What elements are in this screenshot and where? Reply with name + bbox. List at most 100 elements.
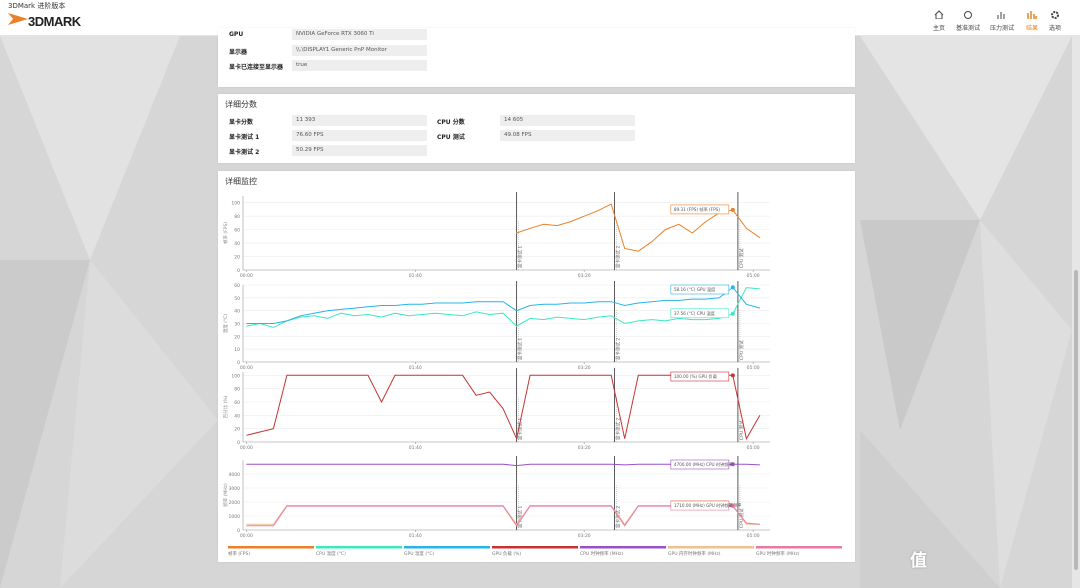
nav-label: 结果 xyxy=(1025,25,1038,32)
score-value: 14 605 xyxy=(500,115,635,126)
tooltip: 100.00 (%) GPU 负载 xyxy=(670,371,730,382)
test-marker-label: CPU 测试 xyxy=(738,420,745,440)
y-tick-label: 1000 xyxy=(229,514,241,520)
test-marker-label: 显卡测试 1 xyxy=(517,246,524,268)
score-value: 49.08 FPS xyxy=(500,130,635,141)
tooltip-text: 4700.00 (MHz) CPU 时钟频率 xyxy=(674,461,733,468)
info-value: true xyxy=(292,60,427,71)
y-tick-label: 80 xyxy=(234,214,240,220)
tooltip: 89.31 (FPS) 帧率 (FPS) xyxy=(670,204,730,215)
nav-stress[interactable]: 压力测试 xyxy=(987,10,1017,32)
x-tick-label: 00:00 xyxy=(240,533,253,539)
nav-results[interactable]: 结果 xyxy=(1017,10,1047,32)
tooltip: 1710.00 (MHz) GPU 时钟频率 xyxy=(670,500,733,511)
y-tick-label: 50 xyxy=(234,296,240,302)
legend-label: 帧率 (FPS) xyxy=(228,550,250,557)
tooltip-dot xyxy=(730,207,735,212)
y-tick-label: 0 xyxy=(237,528,240,534)
tooltip-box xyxy=(670,204,730,215)
legend-label: GPU 内存时钟频率 (MHz) xyxy=(668,550,721,557)
y-tick-label: 2000 xyxy=(229,500,241,506)
legend-label: GPU 时钟频率 (MHz) xyxy=(756,550,800,557)
nav-label: 压力测试 xyxy=(989,25,1014,32)
watermark: 值 xyxy=(910,551,927,571)
tooltip-text: 1710.00 (MHz) GPU 时钟频率 xyxy=(674,502,733,509)
scrollbar-thumb[interactable] xyxy=(1074,270,1078,570)
legend-swatch xyxy=(580,546,666,549)
test-marker-label: 显卡测试 1 xyxy=(517,338,524,360)
info-label: GPU xyxy=(229,31,244,38)
scores-card: 详细分数 显卡分数 11 393 CPU 分数 14 605 显卡测试 1 76… xyxy=(218,94,855,163)
section-title: 详细分数 xyxy=(225,100,257,109)
nav-label: 主页 xyxy=(932,25,945,32)
tooltip: 4700.00 (MHz) CPU 时钟频率 xyxy=(670,459,733,470)
y-tick-label: 0 xyxy=(237,360,240,366)
nav-benchmarks[interactable]: 基准测试 xyxy=(953,10,983,32)
y-tick-label: 40 xyxy=(234,309,240,315)
tooltip-text: 37.56 (°C) CPU 温度 xyxy=(674,310,716,317)
tooltip-text: 100.00 (%) GPU 负载 xyxy=(674,373,718,380)
nav-label: 基准测试 xyxy=(955,25,980,32)
x-tick-label: 03:20 xyxy=(578,365,591,371)
nav-options[interactable]: 选项 xyxy=(1040,10,1070,32)
y-tick-label: 100 xyxy=(231,201,240,207)
y-axis-label: 帧率 (FPS) xyxy=(222,222,229,244)
legend-swatch xyxy=(316,546,402,549)
tooltip-box xyxy=(670,371,730,382)
y-tick-label: 30 xyxy=(234,322,240,328)
info-value: \\.\DISPLAY1 Generic PnP Monitor xyxy=(292,45,427,56)
tooltip-box xyxy=(670,284,730,295)
y-tick-label: 40 xyxy=(234,413,240,419)
y-axis-label: 温度 (°C) xyxy=(222,314,229,334)
x-tick-label: 01:40 xyxy=(409,445,422,451)
y-axis-label: 百分比 (%) xyxy=(222,395,229,418)
system-info-card: GPU NVIDIA GeForce RTX 3060 Ti 显示器 \\.\D… xyxy=(218,28,855,87)
tooltip-dot xyxy=(730,285,735,290)
y-axis-label: 频率 (MHz) xyxy=(222,483,229,507)
y-tick-label: 60 xyxy=(234,228,240,234)
legend-label: GPU 负载 (%) xyxy=(492,550,521,557)
score-value: 50.29 FPS xyxy=(292,145,427,156)
x-tick-label: 05:00 xyxy=(747,273,760,279)
legend-swatch xyxy=(228,546,314,549)
tooltip-dot xyxy=(730,504,735,509)
y-tick-label: 100 xyxy=(231,373,240,379)
y-tick-label: 0 xyxy=(237,268,240,274)
x-tick-label: 03:20 xyxy=(578,445,591,451)
legend-label: CPU 时钟频率 (MHz) xyxy=(580,550,623,557)
x-tick-label: 05:00 xyxy=(747,533,760,539)
tooltip-box xyxy=(670,308,730,319)
x-tick-label: 00:00 xyxy=(240,445,253,451)
y-tick-label: 4000 xyxy=(229,472,241,478)
x-tick-label: 03:20 xyxy=(578,273,591,279)
score-label: 显卡分数 xyxy=(229,119,254,126)
legend-swatch xyxy=(756,546,842,549)
nav-home[interactable]: 主页 xyxy=(924,10,954,32)
x-tick-label: 01:40 xyxy=(409,365,422,371)
x-tick-label: 05:00 xyxy=(747,445,760,451)
score-value: 11 393 xyxy=(292,115,427,126)
logo-icon xyxy=(8,13,28,25)
tooltip: 37.56 (°C) CPU 温度 xyxy=(670,308,730,319)
tooltip-text: 89.31 (FPS) 帧率 (FPS) xyxy=(674,206,720,213)
score-label: 显卡测试 1 xyxy=(229,134,260,141)
info-label: 显示器 xyxy=(229,49,248,56)
legend-swatch xyxy=(404,546,490,549)
score-label: 显卡测试 2 xyxy=(229,149,260,156)
tooltip-dot xyxy=(730,462,735,467)
x-tick-label: 01:40 xyxy=(409,273,422,279)
test-marker-label: 显卡测试 1 xyxy=(517,506,524,528)
x-tick-label: 05:00 xyxy=(747,365,760,371)
test-marker-label: 显卡测试 2 xyxy=(615,338,622,360)
y-tick-label: 3000 xyxy=(229,486,241,492)
series-line xyxy=(246,287,760,328)
y-tick-label: 0 xyxy=(237,440,240,446)
legend-swatch xyxy=(492,546,578,549)
score-label: CPU 分数 xyxy=(437,119,465,126)
test-marker-label: 显卡测试 2 xyxy=(615,246,622,268)
x-tick-label: 00:00 xyxy=(240,273,253,279)
test-marker-label: CPU 测试 xyxy=(738,340,745,360)
test-marker-label: CPU 测试 xyxy=(738,248,745,268)
y-tick-label: 60 xyxy=(234,283,240,289)
